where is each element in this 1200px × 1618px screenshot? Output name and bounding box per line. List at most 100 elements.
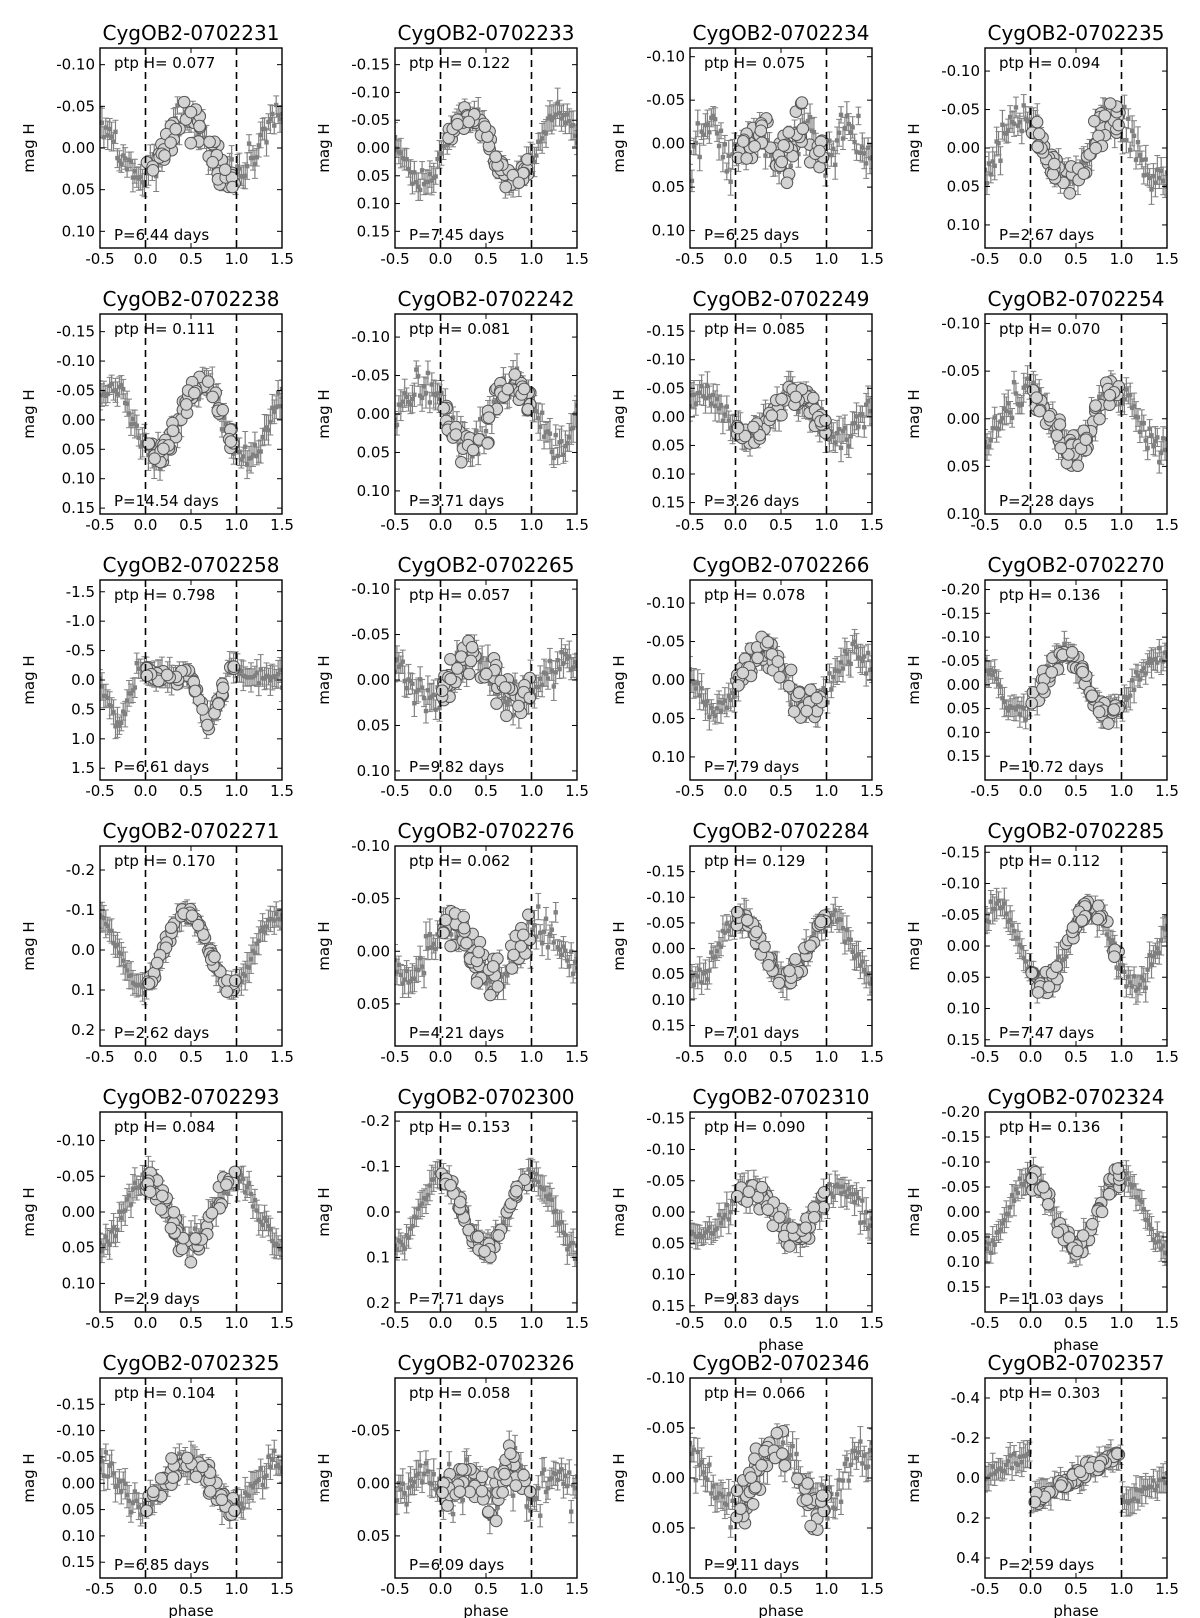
period-annotation: P=7.45 days [409,226,504,244]
data-point [695,681,700,686]
data-point [1128,147,1133,153]
data-point [157,466,163,471]
data-point [196,132,201,138]
data-point [574,664,577,669]
data-point [539,410,545,415]
data-point [404,686,409,691]
data-point [553,112,558,117]
phase-marker [481,437,495,450]
data-point [985,439,988,445]
data-point [246,141,252,146]
data-point [437,396,442,401]
data-point [998,419,1003,424]
y-tick-label: -0.05 [351,367,390,385]
data-point [1164,170,1167,175]
phase-marker [188,684,202,698]
x-tick-label: -0.5 [85,782,114,800]
data-point [570,425,576,431]
data-point [450,415,456,420]
data-point [862,151,867,156]
data-point [1007,410,1013,415]
x-tick-label: -0.5 [675,250,704,268]
phase-marker [1030,115,1044,129]
data-point [254,453,260,459]
data-point [714,396,720,402]
y-tick-label: 1.0 [71,730,95,748]
x-tick-label: 1.0 [225,516,249,534]
x-tick-label: 1.0 [815,250,839,268]
phase-marker [731,421,745,435]
panel-title: CygOB2-0702234 [693,21,870,45]
phase-marker [465,640,479,654]
data-point [431,692,436,698]
panel-CygOB2-0702238: CygOB2-0702238 -0.5 0.0 0.5 1.0 1.5 -0.15 -0.10… [20,287,294,534]
x-tick-label: 0.5 [769,516,793,534]
data-point [1011,121,1017,126]
data-point [398,150,404,156]
data-point [1164,436,1167,442]
data-point [703,396,708,401]
data-point [266,119,271,125]
data-point [416,184,421,189]
data-point [543,671,549,676]
ptp-annotation: ptp H= 0.111 [114,320,215,338]
data-point [437,705,442,711]
x-tick-label: -0.5 [380,250,409,268]
data-point [1122,104,1127,110]
y-tick-label: -0.05 [351,626,390,644]
data-point [1147,175,1152,181]
x-tick-label: 0.5 [179,516,203,534]
data-point [545,116,551,121]
data-point [423,390,429,396]
data-point [559,650,564,655]
data-point [869,155,872,160]
y-tick-label: 1.5 [71,759,95,777]
data-point [252,442,258,448]
data-point [402,391,407,396]
phase-marker [740,152,754,165]
x-tick-label: 1.5 [270,516,294,534]
data-point [100,120,105,125]
y-axis-label: mag H [315,123,333,172]
phase-marker [498,681,512,694]
y-tick-label: 0.05 [652,436,685,454]
data-point [807,114,813,120]
data-point [545,676,551,681]
x-tick-label: 1.5 [860,516,884,534]
data-point [237,449,242,454]
data-point [555,101,560,106]
data-point [860,145,865,150]
data-point [395,669,398,675]
y-tick-label: 0.10 [652,222,685,240]
data-point [395,657,400,662]
data-point [697,390,702,395]
y-tick-label: 0.05 [62,181,95,199]
phase-marker [777,139,790,152]
data-point [410,396,415,402]
phase-marker [738,429,752,443]
data-point [241,454,246,459]
phase-marker [435,684,449,698]
phase-marker [489,150,502,164]
data-point [1126,116,1131,121]
data-point [395,134,398,140]
data-point [709,705,714,710]
data-point [547,431,553,436]
y-axis-label: mag H [20,655,38,704]
data-point [419,395,425,401]
data-point [1143,438,1148,443]
phase-marker [478,120,492,133]
data-point [272,123,277,128]
data-point [1145,172,1150,177]
phase-marker [193,119,206,133]
period-annotation: P=2.67 days [999,226,1094,244]
phase-marker [212,697,225,711]
data-point [229,157,234,162]
data-point [254,670,260,676]
data-point [1017,120,1023,125]
data-point [699,383,704,389]
data-point [1133,157,1139,163]
data-point [553,670,558,675]
data-point [266,427,271,433]
data-point [563,651,568,657]
